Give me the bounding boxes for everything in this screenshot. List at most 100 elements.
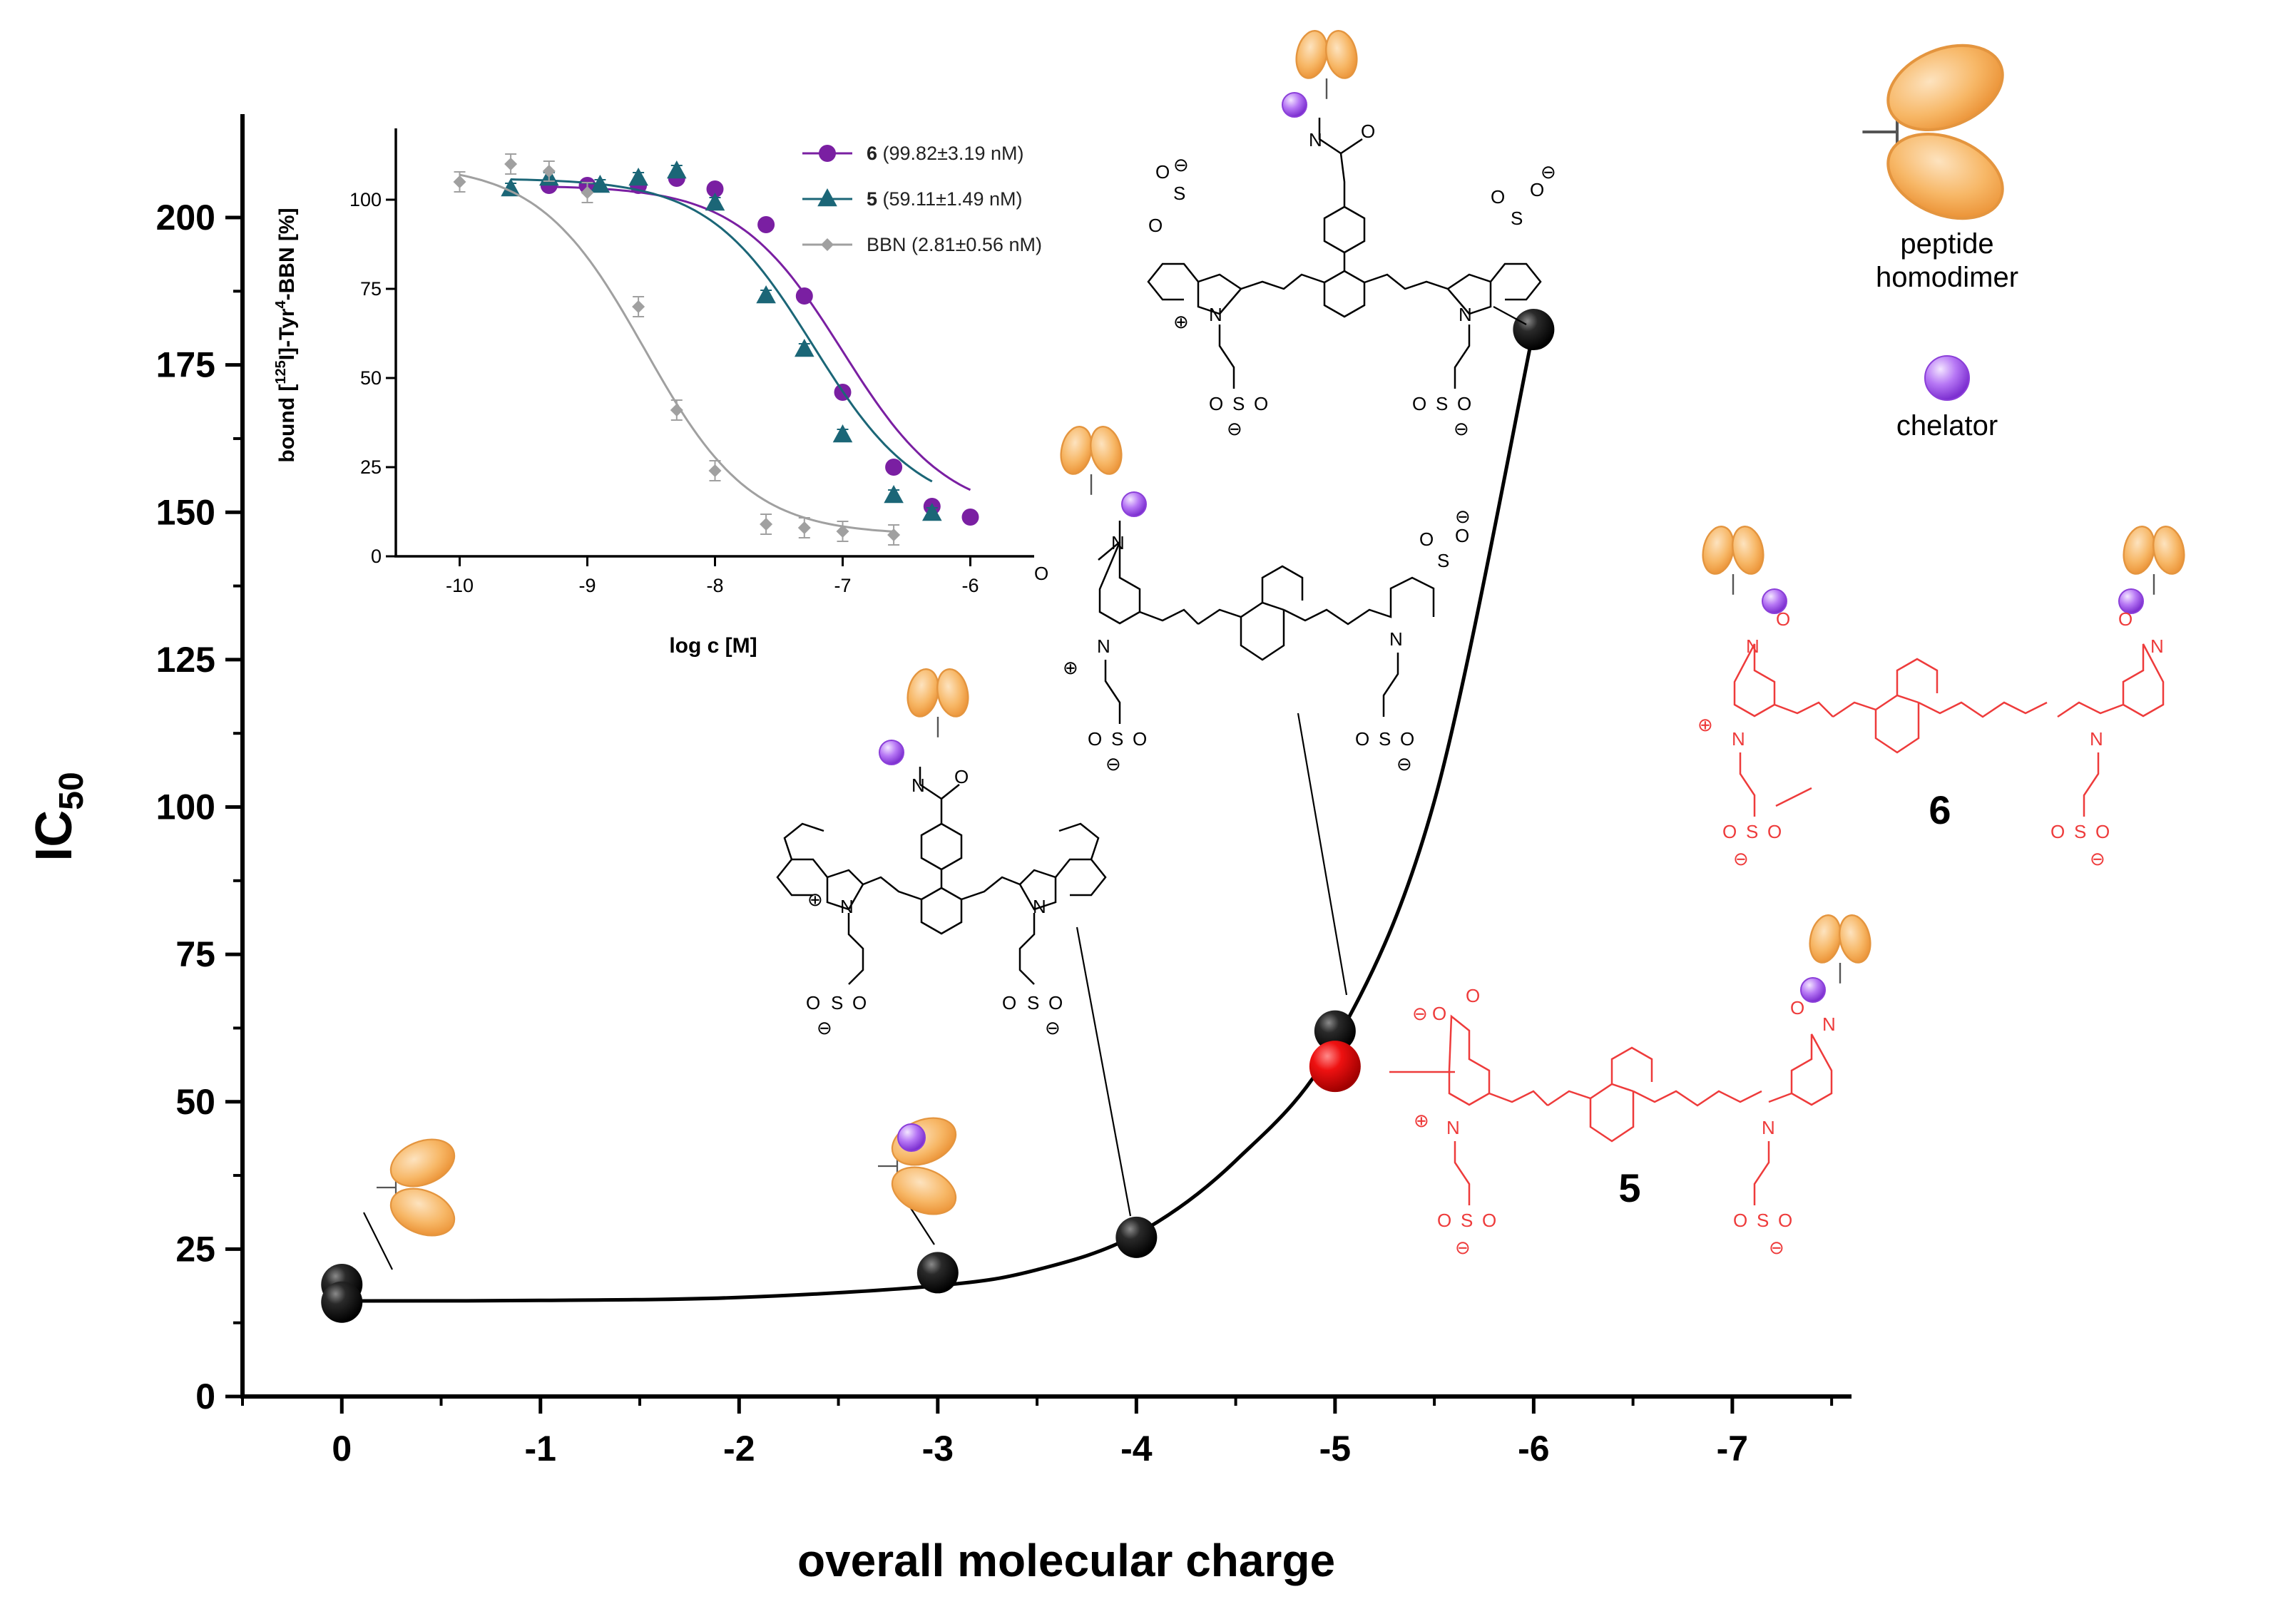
svg-text:⊕: ⊕ — [807, 889, 823, 910]
chelator-icon-charge-3 — [897, 1123, 926, 1152]
svg-text:S: S — [1436, 393, 1448, 414]
svg-text:S: S — [1757, 1210, 1769, 1231]
svg-text:O: O — [1530, 179, 1544, 200]
series-5-legend-label: 5 (59.11±1.49 nM) — [867, 188, 1022, 210]
chelator-icon — [1924, 355, 1970, 401]
svg-text:O: O — [1148, 215, 1163, 236]
series-bbn-point — [504, 158, 518, 170]
svg-text:⊖: ⊖ — [1733, 848, 1749, 869]
inset-y-tick-label: 25 — [360, 456, 382, 478]
svg-text:O: O — [1491, 186, 1505, 208]
main-axes — [240, 114, 1852, 1399]
main-point-highlight — [1309, 1041, 1361, 1093]
svg-text:N: N — [1459, 304, 1472, 325]
main-y-ticks: 0 25 50 75 100 125 150 175 200 — [156, 198, 242, 1416]
series-5-point — [884, 485, 904, 504]
inset-ticks: 0 25 50 75 100 -10 -9 -8 -7 -6 — [349, 189, 979, 596]
main-y-tick-label: 0 — [195, 1377, 215, 1416]
series-5-point — [590, 175, 611, 193]
main-points — [321, 309, 1555, 1323]
svg-text:N: N — [2150, 635, 2164, 657]
main-point — [1314, 1010, 1356, 1052]
series-bbn-point — [887, 528, 901, 541]
series-bbn-legend-marker — [821, 238, 834, 251]
main-point — [916, 1252, 959, 1294]
svg-text:N: N — [1732, 728, 1745, 750]
main-x-tick-label: -2 — [723, 1429, 755, 1469]
series-6-legend-label: 6 (99.82±3.19 nM) — [867, 143, 1023, 164]
svg-text:⊖: ⊖ — [1454, 418, 1469, 439]
series-5-point — [756, 285, 776, 304]
series-5-point — [832, 424, 853, 443]
inset-x-tick-label: -8 — [706, 575, 723, 596]
peptide-label-line1: peptide — [1900, 228, 1993, 260]
svg-text:⊖: ⊖ — [2090, 848, 2105, 869]
series-bbn-point — [453, 175, 466, 188]
compound-5-label: 5 — [1618, 1165, 1640, 1210]
main-point — [321, 1281, 363, 1323]
inset-y-tick-label: 100 — [349, 189, 382, 210]
svg-text:⊖: ⊖ — [817, 1017, 832, 1038]
svg-text:O: O — [2050, 821, 2065, 842]
svg-text:S: S — [1232, 393, 1245, 414]
svg-text:⊖: ⊖ — [1455, 506, 1471, 527]
main-x-tick-label: -6 — [1518, 1429, 1549, 1469]
svg-text:N: N — [1446, 1117, 1460, 1138]
svg-text:O: O — [1155, 161, 1170, 183]
svg-text:N: N — [1762, 1117, 1775, 1138]
svg-text:⊖: ⊖ — [1769, 1237, 1784, 1258]
svg-text:O: O — [1733, 1210, 1747, 1231]
svg-text:N: N — [2090, 728, 2103, 750]
main-y-tick-label: 100 — [156, 787, 215, 827]
compound-6-label: 6 — [1929, 787, 1951, 832]
peptide-label-line2: homodimer — [1876, 262, 2018, 293]
series-bbn-point — [836, 525, 849, 538]
inset-x-axis-label: log c [M] — [669, 634, 757, 658]
svg-text:S: S — [1437, 550, 1449, 571]
svg-text:⊖: ⊖ — [1455, 1237, 1471, 1258]
inset-y-tick-label: 50 — [360, 367, 382, 389]
series-5-point — [501, 178, 521, 197]
peptide-icon-charge-3 — [877, 1108, 964, 1224]
svg-text:O: O — [1466, 985, 1480, 1006]
chelator-label: chelator — [1896, 410, 1998, 441]
series-5-legend-value: (59.11±1.49 nM) — [877, 188, 1022, 210]
main-y-tick-label: 125 — [156, 640, 215, 680]
main-x-tick-label: -1 — [525, 1429, 556, 1469]
inset-y-axis-label: bound [125I]-Tyr4-BBN [%] — [273, 208, 299, 462]
svg-text:⊕: ⊕ — [1414, 1110, 1429, 1131]
leader-lines — [363, 306, 1812, 1270]
svg-text:N: N — [840, 896, 854, 917]
svg-text:⊖: ⊖ — [1396, 753, 1412, 775]
main-y-tick-label: 150 — [156, 492, 215, 532]
series-6-legend-name: 6 — [867, 143, 877, 164]
svg-text:O: O — [1361, 121, 1375, 142]
main-x-ticks: 0 -1 -2 -3 -4 -5 -6 -7 — [241, 1396, 1834, 1469]
svg-text:⊖: ⊖ — [1105, 753, 1121, 775]
main-x-tick-label: -5 — [1319, 1429, 1351, 1469]
svg-text:O: O — [1722, 821, 1737, 842]
main-y-tick-label: 200 — [156, 198, 215, 238]
peptide-homodimer-icon — [1862, 29, 2015, 234]
svg-text:⊖: ⊖ — [1045, 1017, 1061, 1038]
svg-text:O: O — [1400, 728, 1414, 750]
series-5-point — [628, 168, 648, 186]
series-5-legend-marker — [817, 188, 837, 207]
svg-text:S: S — [1746, 821, 1758, 842]
svg-text:N: N — [1111, 532, 1125, 553]
main-x-tick-label: -3 — [922, 1429, 954, 1469]
main-x-tick-label: 0 — [332, 1429, 352, 1469]
svg-text:O: O — [2118, 608, 2133, 630]
structure-compound-6: NO NO N N⊕ O S O⊖ O S O⊖ — [1697, 523, 2190, 869]
svg-text:⊖: ⊖ — [1412, 1003, 1428, 1024]
svg-text:S: S — [1511, 208, 1523, 229]
svg-text:O: O — [1457, 393, 1471, 414]
main-y-tick-label: 75 — [175, 934, 215, 974]
series-6-point — [757, 216, 775, 233]
svg-text:O: O — [2095, 821, 2110, 842]
main-point — [1513, 309, 1555, 351]
svg-text:N: N — [1822, 1013, 1836, 1035]
svg-text:O: O — [1034, 563, 1048, 584]
svg-text:O: O — [1767, 821, 1782, 842]
